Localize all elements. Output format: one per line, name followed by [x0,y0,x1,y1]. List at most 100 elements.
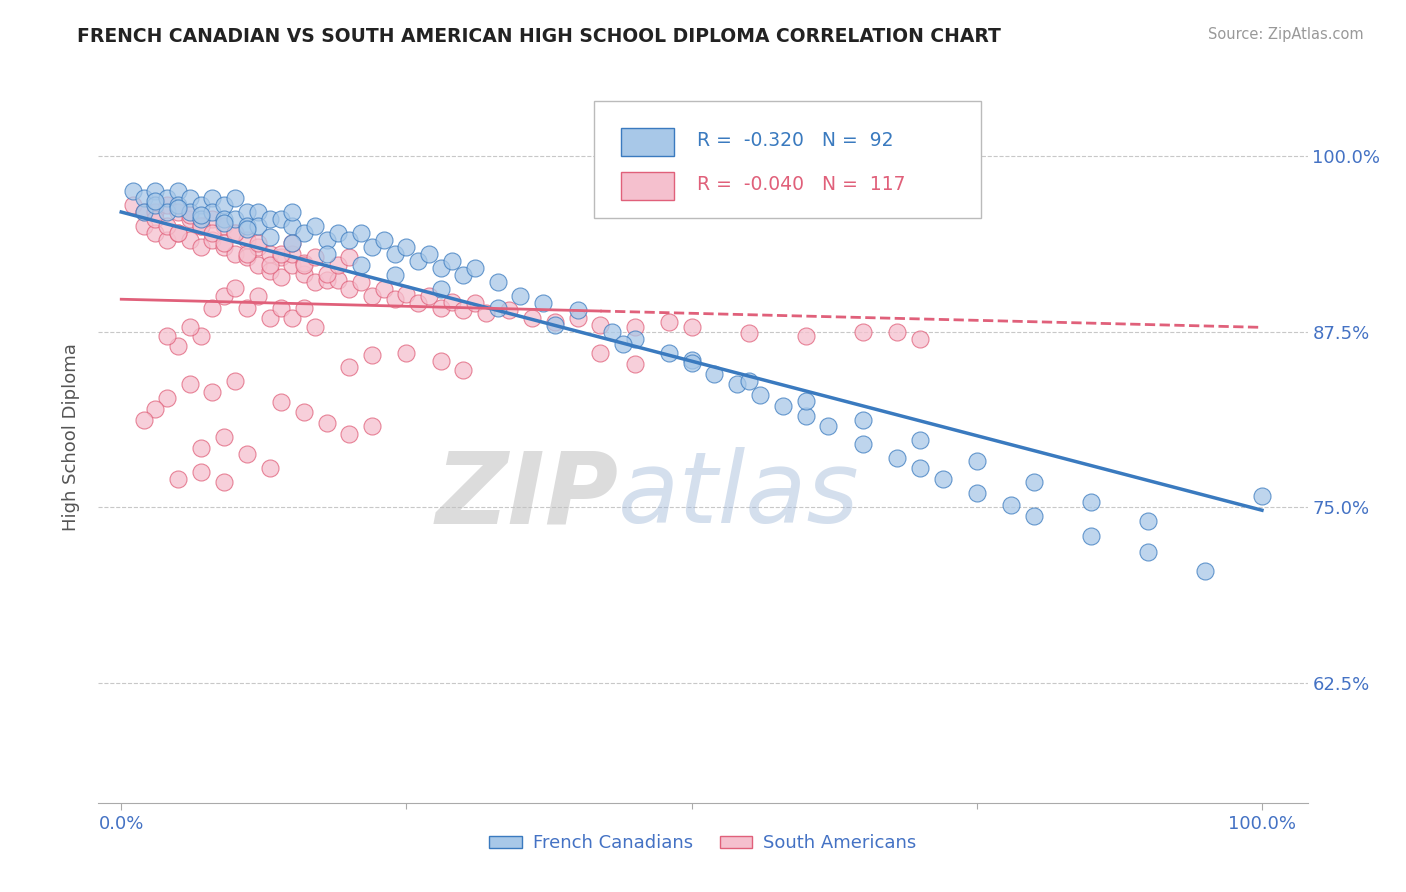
Point [281,205,304,219]
Point [794,328,817,343]
Point [520,310,543,325]
Point [361,289,384,303]
Point [350,276,373,290]
FancyBboxPatch shape [621,128,673,156]
Point [429,261,451,276]
Point [908,332,931,346]
Point [201,385,224,400]
Point [201,191,224,205]
Point [772,399,794,413]
Point [247,259,270,273]
Point [966,454,988,468]
Point [794,409,817,423]
Point [315,416,337,430]
Point [270,250,292,264]
Point [567,303,589,318]
Point [326,259,349,273]
Point [544,315,567,329]
Point [132,191,155,205]
Point [224,374,246,388]
Point [453,268,475,283]
Point [190,212,212,227]
Point [486,276,509,290]
Y-axis label: High School Diploma: High School Diploma [62,343,80,531]
Point [212,235,235,250]
Point [589,318,612,332]
Point [201,212,224,227]
Point [453,303,475,318]
Point [337,250,360,264]
Point [156,233,179,247]
Point [156,191,179,205]
Point [235,301,257,315]
Point [235,447,257,461]
Point [725,376,748,391]
Point [429,354,451,368]
Point [681,352,703,367]
Text: R =  -0.040   N =  117: R = -0.040 N = 117 [697,175,905,194]
Point [395,240,418,254]
Point [259,259,281,273]
Point [315,267,337,281]
Point [281,259,304,273]
Point [292,259,315,273]
Point [292,301,315,315]
Point [212,219,235,233]
Point [623,357,645,371]
Point [270,212,292,227]
Text: R =  -0.320   N =  92: R = -0.320 N = 92 [697,131,893,151]
Point [498,303,520,318]
Point [429,301,451,315]
Point [384,247,406,261]
Point [235,250,257,264]
Point [270,395,292,409]
Point [1080,528,1102,542]
Point [167,226,190,240]
Point [612,337,634,351]
Point [292,405,315,419]
Point [270,247,292,261]
Point [373,282,395,296]
Point [1022,508,1045,523]
Point [224,191,246,205]
Point [281,219,304,233]
Point [361,240,384,254]
Point [167,226,190,240]
Point [281,247,304,261]
Point [350,226,373,240]
Point [600,325,623,339]
Point [167,201,190,215]
Point [794,393,817,408]
Point [201,205,224,219]
Point [567,310,589,325]
Point [145,212,167,227]
Point [179,376,201,391]
Point [145,205,167,219]
Point [179,208,201,222]
Point [212,289,235,303]
Point [212,475,235,489]
Point [247,235,270,250]
Point [315,233,337,247]
Point [132,205,155,219]
Point [247,240,270,254]
Point [224,281,246,295]
Point [418,247,440,261]
Point [966,486,988,500]
Point [623,332,645,346]
Point [145,198,167,212]
Point [270,301,292,315]
Point [337,359,360,374]
FancyBboxPatch shape [621,172,673,200]
Point [737,374,759,388]
Point [337,427,360,442]
Point [224,212,246,227]
Point [235,247,257,261]
Point [212,212,235,227]
Point [475,306,498,320]
Point [121,198,143,212]
Point [224,226,246,240]
Point [292,255,315,269]
Point [531,296,554,310]
Point [350,259,373,273]
